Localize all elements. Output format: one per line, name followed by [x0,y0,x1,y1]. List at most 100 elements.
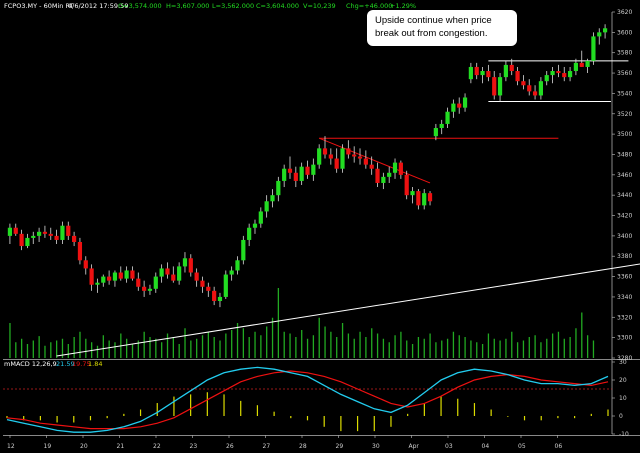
candle [25,233,30,249]
volume-bar [85,338,87,358]
candle [387,166,392,183]
macd-histogram-bar [607,409,609,416]
macd-histogram-bar [190,394,192,416]
price-tick-label: 3440 [617,192,632,199]
price-tick-label: 3520 [617,111,632,118]
macd-histogram-bar [407,413,409,416]
macd-histogram-bar [290,416,292,419]
candle [206,282,211,297]
macd-histogram-bar [173,396,175,416]
header-symbol: FCPO3.MY - 60Min RT [4,2,73,10]
volume-bar [575,328,577,358]
volume-bar [61,338,64,358]
macd-panel [3,366,612,433]
candle [153,272,158,293]
candle [538,77,543,100]
candle [474,62,479,80]
candle [462,93,468,112]
volume-bar [32,340,34,358]
candle [497,73,503,102]
macd-histogram-bar [206,392,208,416]
candle-body [217,296,223,302]
candle-body [235,260,240,271]
volume-bar [96,345,99,358]
candle-body [486,71,491,78]
candle-body [375,168,380,183]
volume-bar [557,331,560,358]
macd-histogram-bar [323,416,325,427]
macd-histogram-bar [223,394,225,416]
candle [136,272,141,291]
macd-histogram-bar [440,396,442,416]
macd-tick-label: 30 [619,359,627,366]
candle-body [25,237,30,247]
candle [334,148,339,173]
candle [597,28,602,45]
macd-histogram-bar [540,416,542,421]
panel-borders [3,12,640,436]
volume-bar [260,335,262,358]
candle [369,156,374,175]
volume-bar [417,337,420,358]
candle-body [206,286,211,291]
volume-bar [551,333,554,358]
time-tick-label: 21 [117,443,125,450]
candle-body [83,260,88,269]
macd-histogram-bar [507,416,509,417]
candle [118,266,123,281]
volume-bar [441,340,443,358]
candle [142,280,147,297]
macd-histogram-bar [156,403,158,416]
candle [579,50,584,67]
price-tick-label: 3320 [617,314,632,321]
candle-body [112,272,118,281]
volume-bar [540,342,542,358]
candle-body [352,154,357,157]
candle-body [177,266,182,281]
candle-body [142,286,147,291]
volume-bar [546,338,548,358]
candle-body [54,235,59,240]
candle [31,231,36,245]
candle-body [229,270,234,275]
volume-bar [359,331,361,358]
candle-body [252,223,258,228]
candle-body [72,235,77,242]
volume-bar [376,333,379,358]
volume-bar [435,342,437,358]
macd-histogram-bar [557,416,559,419]
macd-histogram-bar [356,416,359,432]
candle-body [270,195,275,202]
volume-bar [155,338,157,358]
candle-body [527,85,532,92]
macd-histogram-bar [106,416,108,419]
annotation-callout: Upside continue when price break out fro… [367,10,517,46]
candle-body [433,128,438,137]
candle-body [7,227,13,236]
candle-body [492,77,497,96]
candle-body [311,164,316,175]
candle-body [188,258,193,273]
candle-body [136,278,141,287]
volume-bar [161,342,163,358]
time-tick-label: 28 [299,443,307,450]
candle-body [515,71,520,82]
volume-bar [388,342,390,358]
volume-bar [143,331,145,358]
macd-histogram-bar [373,416,375,432]
volume-bar [9,323,11,358]
volume-bar [452,331,455,358]
candle [527,79,532,96]
macd-histogram-bar [574,416,576,419]
candle [550,66,555,84]
candle [404,170,409,200]
candle-body [422,193,427,206]
volume-bar [400,331,402,358]
volume-bar [213,337,215,358]
time-tick-label: 26 [226,443,234,450]
volume-bar [254,331,256,358]
candle [427,191,433,206]
price-axis: 3620 3600 3580 3560 3540 3520 3500 3480 3460 3440… [612,9,632,362]
candle [602,24,608,39]
candle [72,231,77,247]
